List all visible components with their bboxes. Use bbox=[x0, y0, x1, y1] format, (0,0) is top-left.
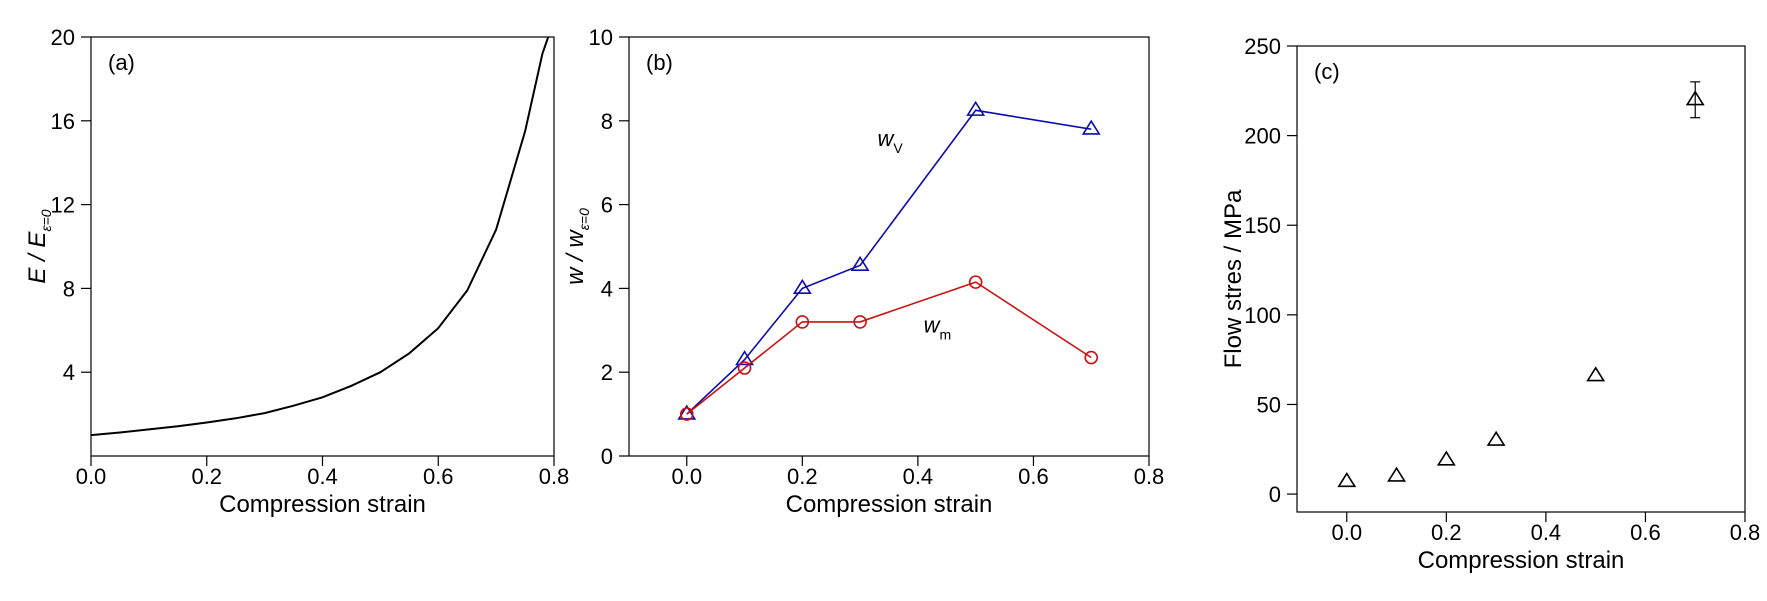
y-axis-label-subscript: ε=0 bbox=[38, 209, 54, 231]
data-point bbox=[968, 275, 983, 289]
series-annotation: wV bbox=[877, 126, 903, 156]
y-tick-label: 6 bbox=[601, 193, 613, 218]
data-point bbox=[853, 315, 867, 329]
x-tick-label: 0.6 bbox=[1018, 464, 1049, 489]
panel-b: 0.0 0.2 0.4 0.6 0.8 0 2 4 6 8 10 Compression strain… bbox=[562, 25, 1164, 518]
x-tick-label: 0.8 bbox=[1134, 464, 1165, 489]
panel-a: 0.0 0.2 0.4 0.6 0.8 4 8 12 16 20 Compression strai… bbox=[24, 25, 569, 518]
x-tick-label: 0.8 bbox=[539, 464, 570, 489]
y-tick-label: 2 bbox=[601, 360, 613, 385]
annotation-main: w bbox=[877, 126, 895, 151]
y-tick-label: 8 bbox=[63, 276, 75, 301]
data-point bbox=[679, 407, 694, 421]
plot-frame bbox=[90, 36, 555, 457]
x-tick-label: 0.4 bbox=[903, 464, 934, 489]
y-tick-label: 150 bbox=[1244, 213, 1281, 238]
x-tick-label: 0.6 bbox=[1630, 520, 1661, 545]
data-point bbox=[1084, 350, 1099, 365]
y-axis-label: E / Eε=0 bbox=[24, 209, 54, 283]
y-tick-label: 4 bbox=[63, 360, 75, 385]
data-point bbox=[795, 315, 810, 329]
data-point bbox=[735, 350, 754, 366]
series-1 bbox=[1337, 81, 1705, 488]
x-tick-label: 0.2 bbox=[787, 464, 818, 489]
data-point bbox=[1337, 472, 1357, 488]
y-tick-label: 4 bbox=[601, 276, 613, 301]
x-tick-label: 0.2 bbox=[1431, 520, 1462, 545]
x-tick-label: 0.0 bbox=[76, 464, 107, 489]
annotation-subscript: V bbox=[893, 140, 903, 156]
data-point bbox=[1387, 466, 1406, 482]
y-tick-label: 0 bbox=[1269, 482, 1281, 507]
y-tick-label: 250 bbox=[1244, 34, 1281, 59]
x-tick-label: 0.0 bbox=[671, 464, 702, 489]
y-axis-label: w / wε=0 bbox=[562, 208, 592, 285]
data-point bbox=[1436, 450, 1456, 466]
y-axis-label-main: w / w bbox=[562, 229, 589, 285]
annotation-main: w bbox=[924, 312, 942, 337]
x-tick-label: 0.0 bbox=[1331, 520, 1362, 545]
data-point bbox=[850, 255, 870, 271]
y-tick-label: 16 bbox=[51, 109, 75, 134]
y-axis-label: Flow stres / MPa bbox=[1220, 189, 1247, 368]
series-annotation: wm bbox=[924, 312, 952, 342]
data-point bbox=[966, 100, 986, 116]
series-1 bbox=[90, 36, 550, 437]
y-tick-label: 12 bbox=[51, 193, 75, 218]
x-axis-label: Compression strain bbox=[786, 491, 993, 518]
x-tick-label: 0.4 bbox=[307, 464, 338, 489]
data-point bbox=[1586, 366, 1606, 382]
series-2 bbox=[679, 275, 1099, 421]
y-tick-label: 200 bbox=[1244, 124, 1281, 149]
data-point bbox=[1081, 119, 1101, 135]
y-tick-label: 100 bbox=[1244, 303, 1281, 328]
x-tick-label: 0.4 bbox=[1531, 520, 1562, 545]
y-tick-label: 20 bbox=[51, 25, 75, 50]
x-axis-label: Compression strain bbox=[1418, 547, 1625, 574]
plot-frame bbox=[628, 36, 1150, 457]
series-1 bbox=[677, 100, 1101, 420]
x-axis-label: Compression strain bbox=[219, 491, 426, 518]
x-tick-label: 0.2 bbox=[191, 464, 222, 489]
series-1-line bbox=[90, 36, 550, 437]
panel-c: 0.0 0.2 0.4 0.6 0.8 0 50 100 150 200 250 Compressio… bbox=[1220, 34, 1760, 574]
panel-label: (b) bbox=[646, 50, 673, 75]
y-tick-label: 50 bbox=[1257, 392, 1281, 417]
data-point bbox=[677, 404, 697, 420]
y-tick-label: 10 bbox=[589, 25, 613, 50]
data-point bbox=[737, 361, 752, 375]
data-point bbox=[792, 278, 812, 295]
plot-frame bbox=[1296, 45, 1746, 513]
data-point bbox=[1685, 90, 1705, 106]
data-point bbox=[1486, 430, 1506, 446]
y-axis-label-subscript: ε=0 bbox=[576, 208, 592, 230]
y-tick-label: 0 bbox=[601, 444, 613, 469]
annotation-subscript: m bbox=[940, 326, 952, 342]
y-axis-label-main: E / E bbox=[24, 231, 51, 284]
panel-label: (a) bbox=[108, 50, 135, 75]
x-tick-label: 0.8 bbox=[1730, 520, 1761, 545]
series-2-line bbox=[686, 281, 1092, 415]
y-tick-label: 8 bbox=[601, 109, 613, 134]
panel-label: (c) bbox=[1314, 59, 1340, 84]
x-tick-label: 0.6 bbox=[423, 464, 454, 489]
series-1-line bbox=[686, 109, 1092, 415]
